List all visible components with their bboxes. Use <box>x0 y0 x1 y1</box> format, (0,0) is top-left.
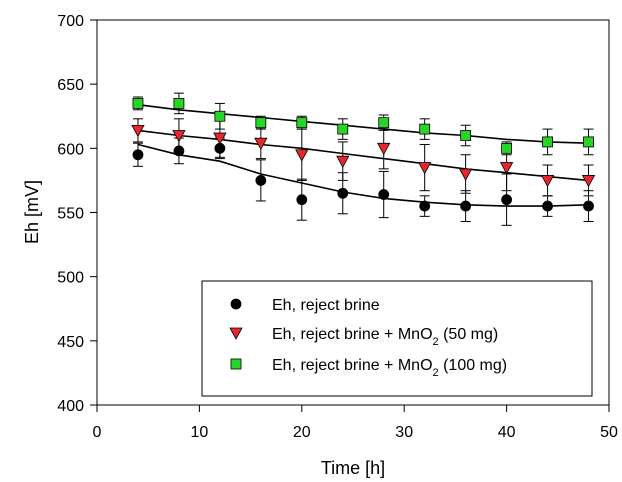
data-point-series-2 <box>172 130 186 143</box>
data-point-series-1 <box>337 187 349 199</box>
data-point-series-2 <box>418 162 432 175</box>
data-point-series-3 <box>214 110 226 122</box>
x-axis-ticks: 0 10 20 30 40 50 <box>93 405 618 441</box>
data-point-series-1 <box>542 200 553 212</box>
data-point-series-3 <box>419 123 431 135</box>
y-tick-label: 400 <box>57 398 84 415</box>
fit-curve-series-2 <box>137 129 589 182</box>
legend-marker-series-2 <box>229 327 243 340</box>
data-point-series-1 <box>296 194 308 206</box>
data-point-series-1 <box>173 145 185 157</box>
data-point-series-2 <box>295 149 309 162</box>
fit-curve-series-1 <box>137 143 589 207</box>
legend-label-series-1: Eh, reject brine <box>272 297 380 314</box>
data-point-series-3 <box>337 123 349 135</box>
data-point-series-2 <box>499 162 514 175</box>
y-tick-label: 650 <box>57 77 84 94</box>
x-tick-label: 30 <box>395 424 413 441</box>
data-point-series-1 <box>583 200 594 212</box>
y-tick-label: 700 <box>57 13 84 30</box>
data-point-series-3 <box>255 117 267 129</box>
legend-box <box>201 280 593 397</box>
x-tick-label: 50 <box>600 424 618 441</box>
data-point-series-2 <box>377 142 391 156</box>
data-point-series-3 <box>378 117 390 129</box>
data-point-series-3 <box>501 142 513 154</box>
x-tick-label: 0 <box>93 424 102 441</box>
data-point-series-1 <box>255 175 267 186</box>
data-point-series-2 <box>336 155 350 169</box>
data-markers <box>131 98 596 212</box>
data-point-series-2 <box>131 124 145 138</box>
data-point-series-1 <box>419 200 431 212</box>
legend: Eh, reject brine Eh, reject brine + MnO2 … <box>201 280 593 397</box>
y-tick-label: 600 <box>57 141 84 158</box>
data-point-series-3 <box>542 136 553 148</box>
data-point-series-1 <box>378 189 390 200</box>
legend-marker-series-3 <box>230 358 242 370</box>
data-point-series-3 <box>173 98 185 109</box>
fit-curve-series-3 <box>137 103 589 144</box>
data-point-series-1 <box>501 194 513 206</box>
x-tick-label: 10 <box>191 424 209 441</box>
data-point-series-3 <box>460 130 472 141</box>
data-point-series-2 <box>581 175 596 188</box>
data-point-series-2 <box>213 132 227 145</box>
data-point-series-3 <box>296 117 308 129</box>
legend-label-series-2: Eh, reject brine + MnO2 (50 mg) <box>272 326 498 348</box>
y-tick-label: 450 <box>57 334 84 351</box>
data-point-series-2 <box>458 168 473 181</box>
data-point-series-2 <box>540 175 555 188</box>
x-tick-label: 20 <box>293 424 311 441</box>
y-axis-title: Eh [mV] <box>22 180 42 244</box>
data-point-series-3 <box>132 98 144 109</box>
legend-label-series-3: Eh, reject brine + MnO2 (100 mg) <box>272 357 507 379</box>
data-point-series-3 <box>583 136 594 148</box>
data-point-series-1 <box>132 149 144 161</box>
x-axis-title: Time [h] <box>321 458 385 478</box>
y-tick-label: 500 <box>57 270 84 287</box>
legend-marker-series-1 <box>230 298 242 310</box>
y-tick-label: 550 <box>57 206 84 223</box>
fit-curves <box>137 103 589 207</box>
data-point-series-2 <box>254 137 268 151</box>
x-tick-label: 40 <box>498 424 516 441</box>
data-point-series-1 <box>460 200 472 212</box>
y-axis-ticks: 400 450 500 550 600 650 700 <box>57 13 97 415</box>
